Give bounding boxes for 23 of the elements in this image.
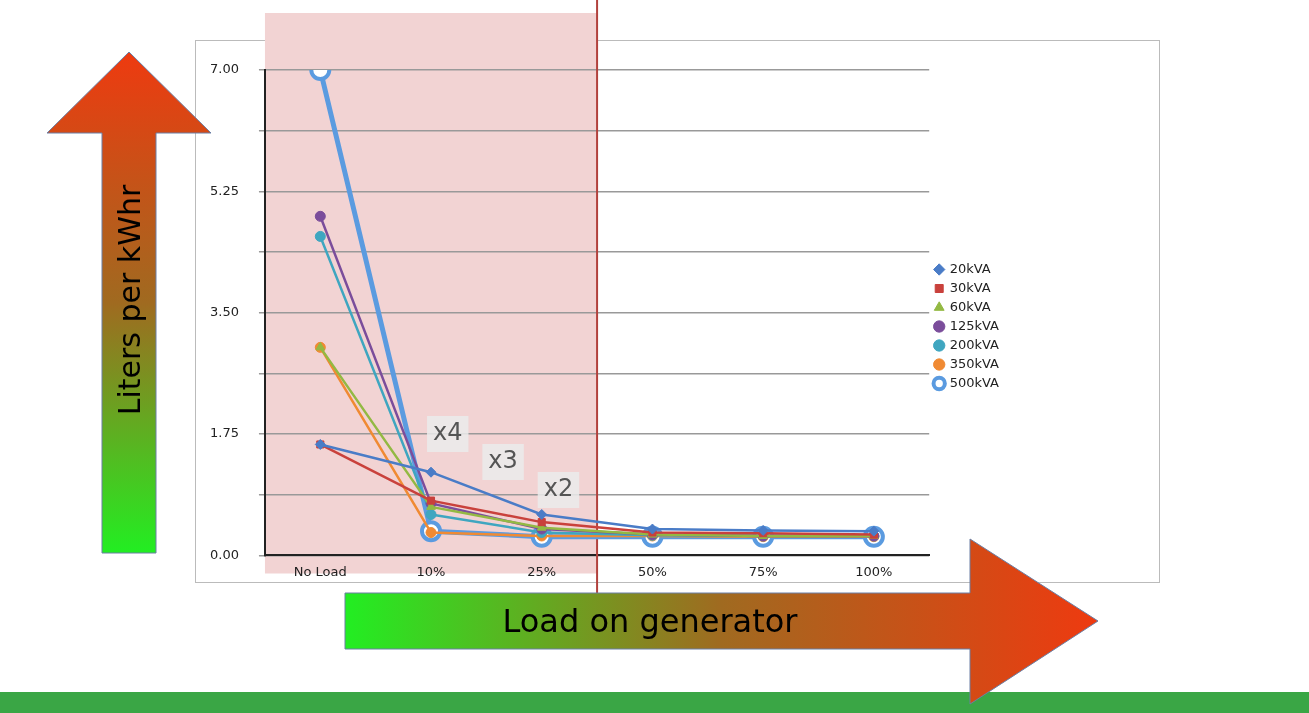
legend-label: 20kVA: [949, 260, 991, 276]
annotation: x3: [488, 446, 518, 475]
y-axis-title: Liters per kWhr: [111, 184, 147, 416]
legend-label: 350kVA: [949, 355, 1000, 371]
y-tick-label: 1.75: [209, 425, 239, 441]
x-axis-title: Load on generator: [502, 602, 798, 640]
legend-label: 200kVA: [949, 336, 1000, 352]
y-tick-label: 3.50: [209, 304, 239, 320]
x-tick-label: 10%: [416, 563, 446, 579]
y-tick-label: 5.25: [209, 182, 239, 198]
x-tick-label: No Load: [293, 563, 347, 579]
y-tick-label: 7.00: [209, 61, 239, 77]
legend-label: 125kVA: [949, 317, 1000, 333]
legend-label: 60kVA: [949, 298, 991, 314]
x-tick-label: 50%: [637, 563, 667, 579]
legend-label: 30kVA: [949, 279, 991, 295]
y-tick-label: 0.00: [209, 546, 239, 562]
annotation: x4: [433, 418, 463, 447]
x-tick-label: 75%: [748, 563, 778, 579]
x-tick-label: 100%: [855, 563, 893, 579]
legend-label: 500kVA: [949, 374, 1000, 390]
x-tick-label: 25%: [527, 563, 557, 579]
annotation: x2: [543, 474, 574, 503]
